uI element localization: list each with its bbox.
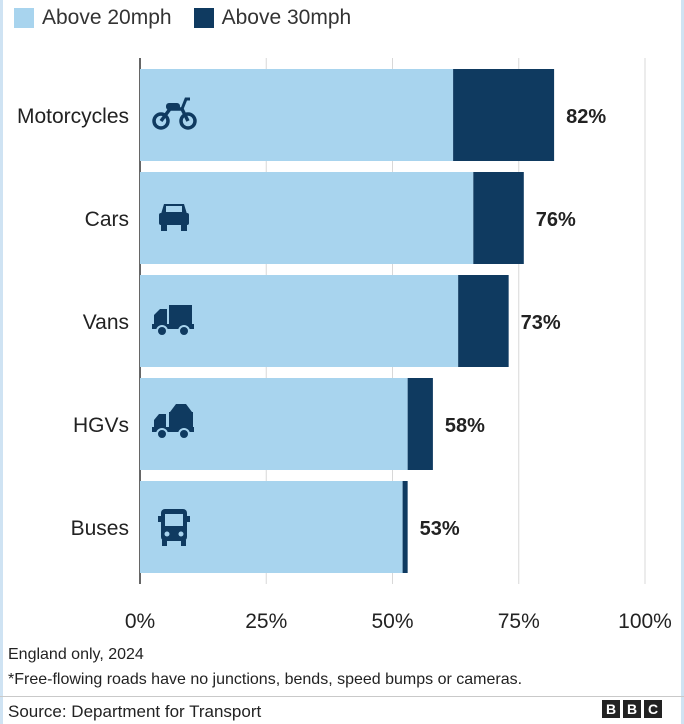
category-label: Motorcycles (17, 105, 129, 128)
x-tick-label: 0% (125, 610, 155, 633)
car-icon (159, 204, 189, 231)
bbc-logo-letter: B (623, 700, 641, 718)
bbc-logo-letter: C (644, 700, 662, 718)
x-tick-label: 75% (498, 610, 540, 633)
x-tick-label: 100% (618, 610, 672, 633)
category-label: Cars (85, 208, 129, 231)
speeding-bar-chart: 0% 25% 50% 75% 100% Motorcycles 82% Cars 76% Vans… (17, 58, 672, 633)
legend-swatch-above-20mph (14, 8, 34, 28)
source-text: Source: Department for Transport (8, 702, 262, 721)
category-label: Buses (71, 517, 129, 540)
legend-label-above-30mph: Above 30mph (221, 6, 352, 29)
data-label: 82% (566, 106, 606, 128)
legend-item-above-30mph: Above 30mph (193, 6, 352, 30)
frame-border-left (0, 0, 3, 724)
footnote-region: England only, 2024 (8, 646, 144, 663)
category-label: Vans (83, 311, 129, 334)
x-tick-label: 25% (245, 610, 287, 633)
legend-swatch-above-30mph (193, 8, 214, 28)
bar-above-30mph (453, 69, 555, 161)
footnote-definition: *Free-flowing roads have no junctions, b… (8, 671, 523, 688)
bar-above-30mph (458, 275, 509, 367)
data-label: 73% (521, 312, 561, 334)
bus-icon (158, 509, 190, 546)
chart-legend: Above 20mph Above 30mph (14, 6, 373, 30)
bar-above-30mph (407, 378, 433, 470)
legend-label-above-20mph: Above 20mph (42, 6, 172, 29)
van-icon (152, 305, 194, 337)
category-label: HGVs (73, 414, 129, 437)
data-label: 76% (536, 209, 576, 231)
bbc-logo-letter: B (602, 700, 620, 718)
bar-above-20mph (140, 275, 459, 367)
frame-border-right (681, 0, 684, 724)
bar-above-30mph (402, 481, 408, 573)
data-label: 53% (420, 518, 460, 540)
hgv-icon (152, 404, 194, 440)
bbc-logo: B B C (599, 700, 662, 718)
bar-above-20mph (140, 172, 474, 264)
bar-above-30mph (473, 172, 524, 264)
motorcycle-icon (152, 97, 197, 130)
legend-item-above-20mph: Above 20mph (14, 6, 172, 30)
footer-divider (0, 696, 684, 697)
data-label: 58% (445, 415, 485, 437)
x-tick-label: 50% (371, 610, 413, 633)
